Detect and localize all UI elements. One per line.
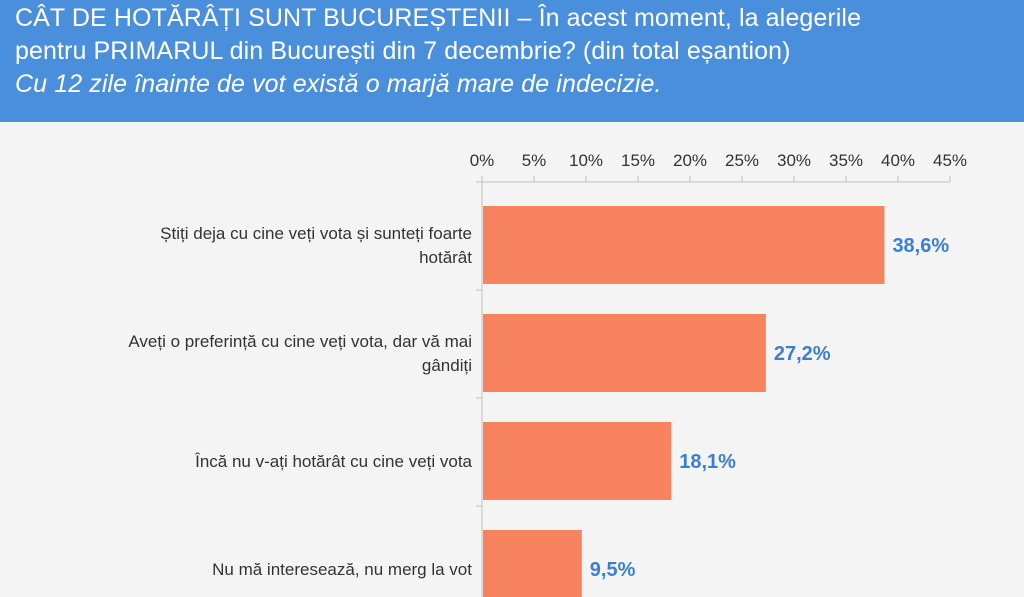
x-tick-label: 10% [569, 151, 603, 170]
category-label: Aveți o preferință cu cine veți vota, da… [128, 332, 472, 351]
x-tick-label: 40% [881, 151, 915, 170]
category-label: hotărât [419, 248, 472, 267]
x-tick-label: 5% [522, 151, 547, 170]
title-line-1: CÂT DE HOTĂRÂȚI SUNT BUCUREȘTENII – În a… [15, 4, 862, 32]
x-tick-label: 45% [933, 151, 967, 170]
x-tick-label: 25% [725, 151, 759, 170]
bar [483, 422, 672, 500]
category-label: Știți deja cu cine veți vota și sunteți … [160, 224, 472, 243]
data-label: 38,6% [892, 235, 949, 257]
data-label: 18,1% [679, 451, 736, 473]
header-banner: CÂT DE HOTĂRÂȚI SUNT BUCUREȘTENII – În a… [0, 0, 1024, 122]
x-tick-label: 20% [673, 151, 707, 170]
x-tick-label: 0% [470, 151, 495, 170]
data-label: 9,5% [590, 559, 636, 581]
x-tick-label: 35% [829, 151, 863, 170]
x-tick-label: 15% [621, 151, 655, 170]
category-label: Nu mă interesează, nu merg la vot [212, 560, 472, 579]
title-line-2: pentru PRIMARUL din București din 7 dece… [15, 37, 791, 65]
chart-area: 0% 5% 10% 15% 20% 25% 30% 35% 40% 45% Știți deja c… [0, 122, 1024, 597]
bar [483, 206, 885, 284]
data-label: 27,2% [774, 343, 831, 365]
category-label: Încă nu v-ați hotărât cu cine veți vota [194, 452, 472, 471]
bar [483, 530, 582, 597]
x-tick-label: 30% [777, 151, 811, 170]
bar [483, 314, 766, 392]
category-label: gândiți [422, 356, 472, 375]
subtitle: Cu 12 zile înainte de vot există o marjă… [15, 70, 662, 98]
bar-chart: 0% 5% 10% 15% 20% 25% 30% 35% 40% 45% Știți deja c… [128, 151, 967, 597]
